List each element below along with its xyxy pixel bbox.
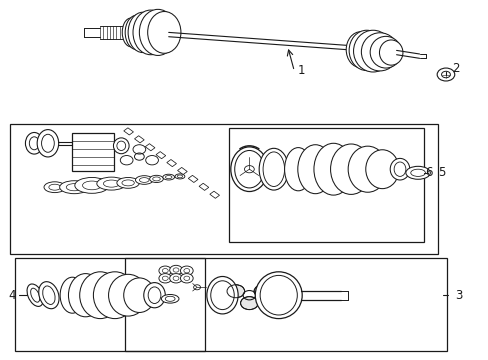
Ellipse shape (123, 278, 155, 312)
Ellipse shape (206, 276, 238, 314)
Ellipse shape (369, 36, 401, 68)
Ellipse shape (147, 12, 181, 53)
Ellipse shape (68, 274, 102, 317)
Ellipse shape (37, 130, 59, 157)
Ellipse shape (365, 150, 398, 189)
Circle shape (133, 145, 145, 154)
Ellipse shape (113, 138, 129, 154)
Bar (177, 167, 187, 175)
Ellipse shape (230, 147, 267, 192)
Ellipse shape (284, 148, 311, 191)
Circle shape (159, 266, 171, 275)
Ellipse shape (330, 144, 371, 194)
Ellipse shape (97, 177, 126, 190)
Ellipse shape (60, 181, 89, 194)
Circle shape (145, 156, 158, 165)
Circle shape (254, 285, 271, 298)
Ellipse shape (122, 18, 140, 47)
Circle shape (226, 285, 244, 298)
Ellipse shape (93, 272, 136, 319)
Ellipse shape (379, 40, 402, 65)
Ellipse shape (163, 174, 174, 180)
Ellipse shape (389, 158, 409, 180)
Ellipse shape (60, 277, 84, 313)
Bar (145, 144, 155, 151)
Ellipse shape (353, 30, 392, 72)
Ellipse shape (161, 294, 179, 303)
Bar (15, 258, 205, 351)
Ellipse shape (361, 33, 398, 71)
Text: 5: 5 (437, 166, 445, 179)
Ellipse shape (346, 32, 375, 68)
Bar (72, 133, 114, 171)
Circle shape (180, 266, 193, 275)
Ellipse shape (44, 182, 65, 193)
Ellipse shape (297, 145, 332, 194)
Circle shape (240, 297, 258, 310)
Text: 6: 6 (424, 166, 432, 179)
Bar (228, 128, 424, 242)
Ellipse shape (75, 177, 109, 193)
Ellipse shape (347, 146, 386, 192)
Ellipse shape (149, 175, 163, 183)
Ellipse shape (80, 272, 121, 319)
Ellipse shape (139, 9, 176, 55)
Bar (199, 183, 208, 190)
Ellipse shape (39, 282, 59, 309)
Ellipse shape (259, 148, 288, 190)
Bar (156, 152, 165, 159)
Bar (10, 124, 437, 254)
Ellipse shape (125, 15, 148, 50)
Text: 1: 1 (297, 64, 305, 77)
Bar (123, 128, 133, 135)
Circle shape (169, 265, 182, 275)
Ellipse shape (117, 177, 139, 188)
Bar (188, 175, 198, 183)
Ellipse shape (175, 174, 184, 179)
Ellipse shape (128, 12, 157, 53)
Text: 2: 2 (451, 62, 459, 75)
Bar (166, 159, 176, 167)
Ellipse shape (27, 284, 43, 306)
Ellipse shape (313, 143, 352, 195)
Bar (209, 191, 219, 198)
Ellipse shape (135, 176, 153, 184)
Circle shape (120, 156, 133, 165)
Ellipse shape (405, 166, 429, 179)
Ellipse shape (25, 132, 43, 154)
Ellipse shape (143, 283, 165, 308)
Circle shape (159, 274, 171, 283)
Bar (134, 136, 144, 143)
Ellipse shape (133, 10, 168, 55)
Ellipse shape (108, 274, 147, 316)
Circle shape (169, 274, 182, 283)
Ellipse shape (255, 272, 302, 319)
Ellipse shape (348, 30, 384, 71)
Circle shape (180, 274, 193, 283)
Bar (124, 258, 447, 351)
Text: 3: 3 (454, 289, 461, 302)
Text: 4: 4 (9, 289, 16, 302)
